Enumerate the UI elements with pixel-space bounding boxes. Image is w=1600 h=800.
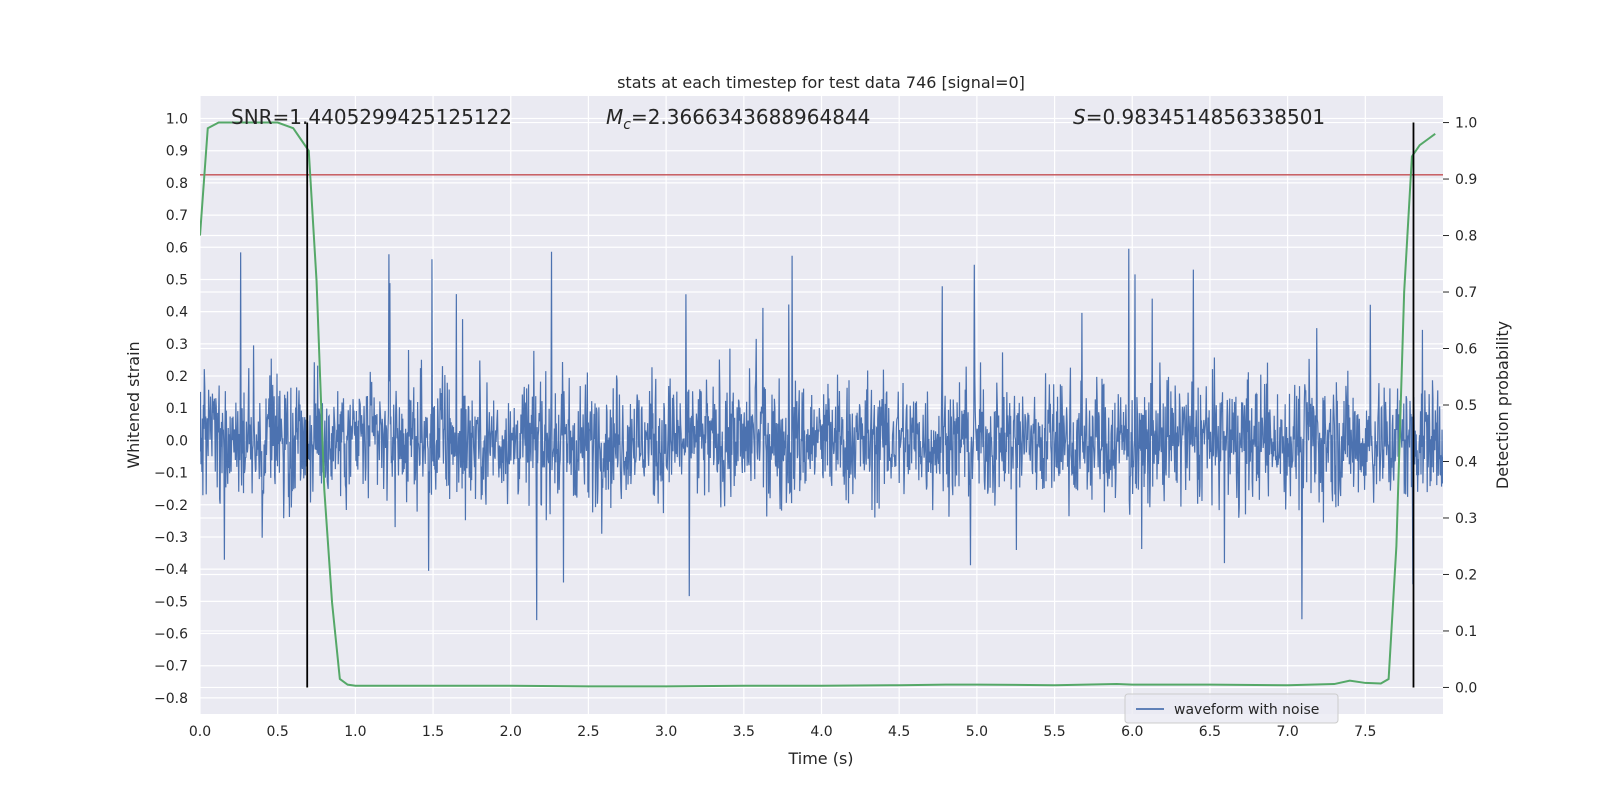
y2-tick-label: 1.0	[1455, 116, 1477, 132]
y-tick-label: −0.4	[154, 562, 188, 578]
x-axis-ticks: 0.0 0.5 1.0 1.5 2.0 2.5 3.0 3.5 4.0 4.5 5.0 5.5 6.0 6…	[189, 724, 1377, 740]
x-tick-label: 1.5	[422, 724, 444, 740]
event-markers	[306, 122, 1415, 688]
x-tick-label: 0.0	[189, 724, 211, 740]
y-tick-label: 0.2	[166, 369, 188, 385]
y-tick-label: 0.4	[166, 305, 188, 321]
y2-axis-ticks: 0.0 0.1 0.2 0.3 0.4 0.5 0.6 0.7 0.8 0.9 1.0	[1443, 116, 1477, 696]
score-value: =0.9834514856338501	[1086, 105, 1325, 129]
score-annotation: S=0.9834514856338501	[1073, 105, 1325, 129]
y-tick-label: −0.1	[154, 466, 188, 482]
y-axis-ticks: −0.8 −0.7 −0.6 −0.5 −0.4 −0.3 −0.2 −0.1 0.0 0.1 0.…	[154, 112, 188, 707]
chart-title: stats at each timestep for test data 746…	[617, 73, 1025, 92]
waveform-line	[200, 248, 1443, 621]
y-tick-label: 0.5	[166, 272, 188, 288]
x-tick-label: 6.0	[1121, 724, 1143, 740]
x-tick-label: 1.0	[344, 724, 366, 740]
y2-tick-label: 0.2	[1455, 567, 1477, 583]
y2-tick-label: 0.5	[1455, 398, 1477, 414]
y-tick-label: −0.7	[154, 659, 188, 675]
x-tick-label: 2.5	[577, 724, 599, 740]
legend-label: waveform with noise	[1174, 702, 1319, 718]
y2-tick-label: 0.8	[1455, 229, 1477, 245]
x-tick-label: 4.0	[810, 724, 832, 740]
score-symbol: S	[1073, 105, 1086, 129]
x-tick-label: 3.0	[655, 724, 677, 740]
series-detection-probability	[200, 121, 1436, 688]
y2-axis-title: Detection probability	[1493, 321, 1512, 489]
y-tick-label: −0.5	[154, 594, 188, 610]
probability-line	[200, 121, 1436, 688]
y-tick-label: 0.1	[166, 401, 188, 417]
y2-tick-label: 0.4	[1455, 454, 1477, 470]
x-tick-label: 7.0	[1276, 724, 1298, 740]
legend: waveform with noise	[1124, 693, 1339, 724]
chirp-mass-subscript: c	[623, 117, 631, 133]
y2-tick-label: 0.0	[1455, 680, 1477, 696]
y-tick-label: −0.2	[154, 498, 188, 514]
y-tick-label: 0.8	[166, 176, 188, 192]
chirp-mass-annotation: Mc=2.3666343688964844	[606, 105, 870, 133]
y2-tick-label: 0.9	[1455, 172, 1477, 188]
y-tick-label: 0.6	[166, 240, 188, 256]
series-waveform-with-noise	[200, 248, 1443, 621]
x-tick-label: 5.5	[1043, 724, 1065, 740]
y-tick-label: 0.0	[166, 433, 188, 449]
y2-tick-label: 0.6	[1455, 342, 1477, 358]
chirp-mass-value: =2.3666343688964844	[631, 105, 870, 129]
snr-annotation: SNR=1.4405299425125122	[231, 105, 512, 129]
x-tick-label: 2.0	[500, 724, 522, 740]
x-tick-label: 7.5	[1354, 724, 1376, 740]
x-tick-label: 3.5	[733, 724, 755, 740]
grid-horizontal-right	[200, 121, 1443, 689]
chirp-mass-symbol: M	[606, 105, 623, 129]
x-axis-title: Time (s)	[787, 749, 853, 768]
y-tick-label: −0.8	[154, 691, 188, 707]
x-tick-label: 4.5	[888, 724, 910, 740]
x-tick-label: 5.0	[966, 724, 988, 740]
y-tick-label: 0.3	[166, 337, 188, 353]
y-axis-title: Whitened strain	[124, 341, 143, 468]
y2-tick-label: 0.1	[1455, 624, 1477, 640]
y-tick-label: −0.3	[154, 530, 188, 546]
y2-tick-label: 0.3	[1455, 511, 1477, 527]
y-tick-label: 1.0	[166, 112, 188, 128]
legend-box	[1124, 693, 1339, 724]
y2-tick-label: 0.7	[1455, 285, 1477, 301]
x-tick-label: 0.5	[267, 724, 289, 740]
y-tick-label: −0.6	[154, 627, 188, 643]
x-tick-label: 6.5	[1199, 724, 1221, 740]
y-tick-label: 0.9	[166, 144, 188, 160]
y-tick-label: 0.7	[166, 208, 188, 224]
